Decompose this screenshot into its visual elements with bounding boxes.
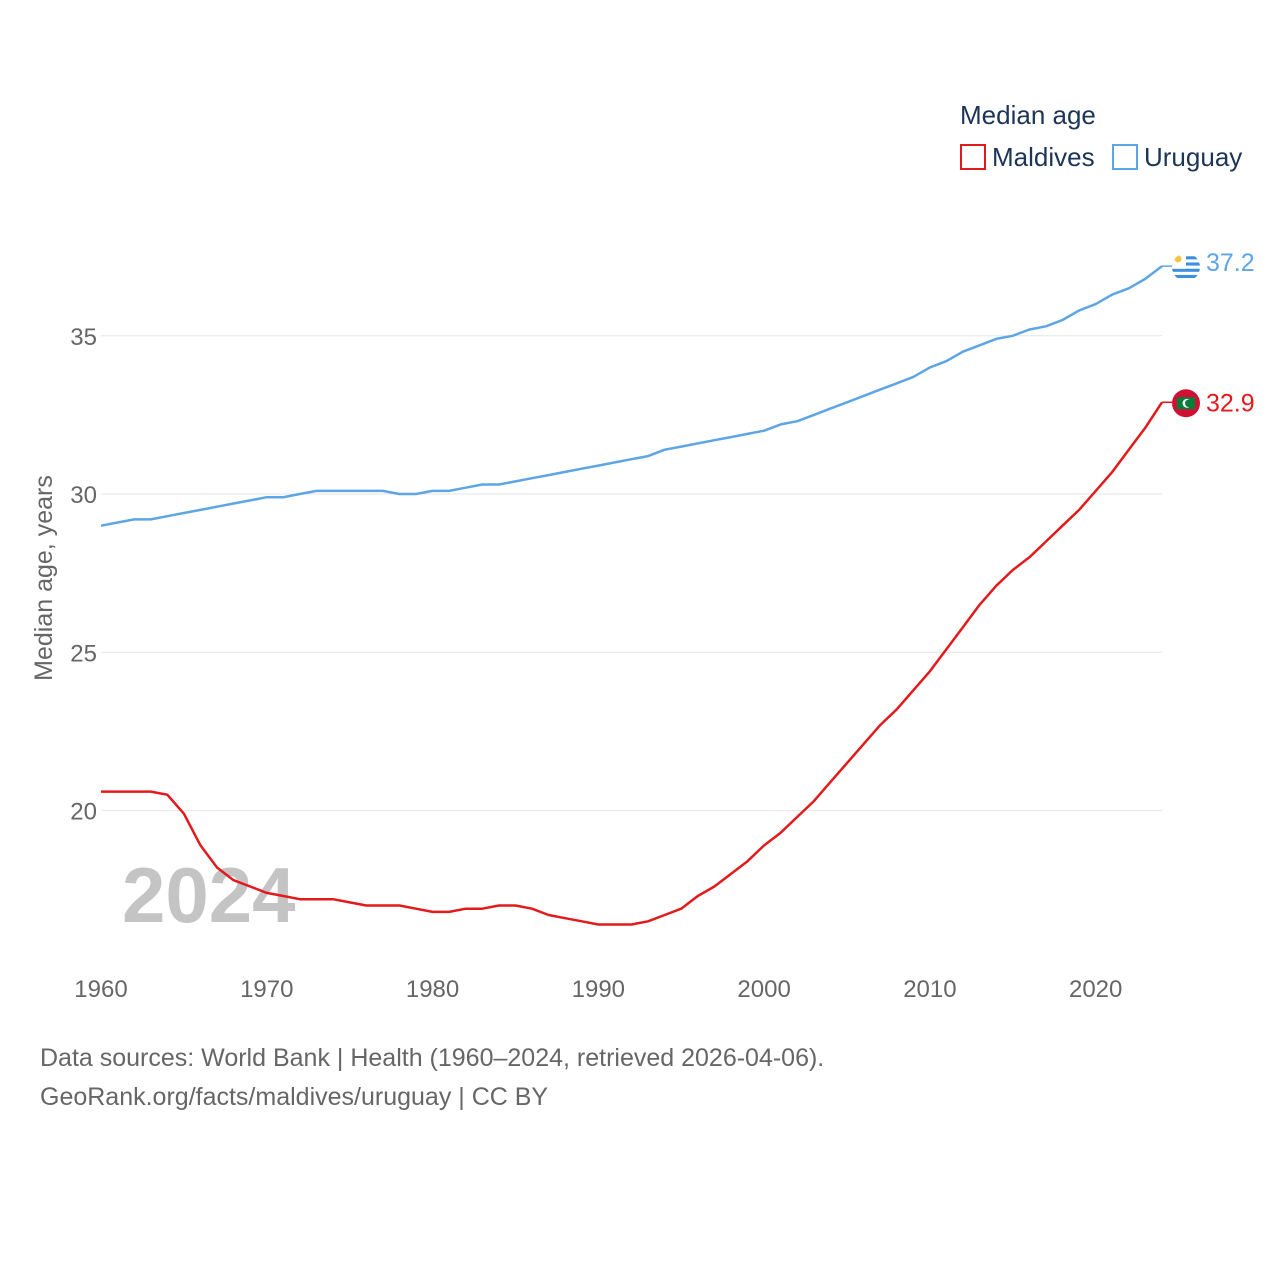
- legend: Median age Maldives Uruguay: [960, 100, 1242, 172]
- y-tick-label-20: 20: [70, 799, 97, 826]
- x-tick-label-1990: 1990: [572, 976, 625, 1003]
- x-axis-ticks: 1960 1970 1980 1990 2000 2010 2020: [74, 976, 1122, 1003]
- uruguay-flag-stripe: [1172, 268, 1200, 272]
- y-tick-label-30: 30: [70, 482, 97, 509]
- series-line-uruguay: [100, 265, 1163, 527]
- uruguay-flag-icon: [1172, 253, 1200, 282]
- x-tick-label-1970: 1970: [240, 976, 293, 1003]
- legend-swatch-uruguay: [1112, 144, 1138, 170]
- x-tick-label-2000: 2000: [737, 976, 790, 1003]
- uruguay-flag-stripe: [1172, 274, 1200, 279]
- maldives-flag-icon: [1172, 389, 1200, 418]
- legend-label-uruguay: Uruguay: [1144, 142, 1242, 172]
- end-value-label-uruguay: 37.2: [1206, 249, 1255, 277]
- legend-item-uruguay[interactable]: Uruguay: [1112, 142, 1242, 172]
- x-tick-label-1960: 1960: [74, 976, 127, 1003]
- x-tick-label-1980: 1980: [406, 976, 459, 1003]
- source-link[interactable]: GeoRank.org/facts/maldives/uruguay | CC …: [40, 1083, 549, 1111]
- current-year-watermark: 2024: [122, 851, 296, 939]
- grid-lines: [101, 335, 1162, 812]
- legend-title: Median age: [960, 100, 1096, 130]
- maldives-flag-crescent-cut: [1185, 399, 1193, 408]
- source-note: Data sources: World Bank | Health (1960–…: [40, 1044, 825, 1072]
- uruguay-flag-body: [1172, 253, 1200, 282]
- series-line-maldives: [101, 401, 1164, 926]
- legend-swatch-maldives: [960, 144, 986, 170]
- x-tick-label-2020: 2020: [1069, 976, 1122, 1003]
- end-markers: 32.9 37.2: [1162, 249, 1255, 418]
- legend-label-maldives: Maldives: [992, 142, 1095, 172]
- y-axis-title: Median age, years: [30, 475, 58, 681]
- x-tick-label-2010: 2010: [903, 976, 956, 1003]
- uruguay-flag-sun: [1174, 255, 1182, 263]
- end-value-label-maldives: 32.9: [1206, 389, 1255, 417]
- y-tick-label-35: 35: [70, 324, 97, 351]
- series-lines: [100, 265, 1164, 926]
- y-axis-ticks: 20 25 30 35: [70, 324, 97, 826]
- y-tick-label-25: 25: [70, 640, 97, 667]
- legend-item-maldives[interactable]: Maldives: [960, 142, 1095, 172]
